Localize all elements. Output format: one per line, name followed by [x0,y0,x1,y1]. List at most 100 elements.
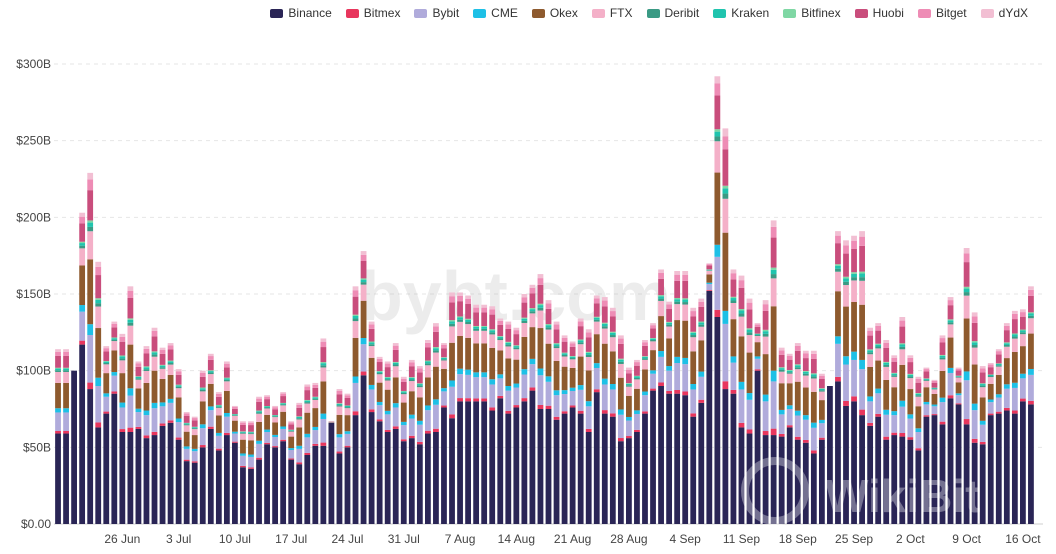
bar-segment-binance [272,447,279,524]
bar-segment-bitfinex [738,309,745,311]
legend-item-binance[interactable]: Binance [270,6,332,20]
legend-item-bybit[interactable]: Bybit [414,6,459,20]
bar-segment-ftx [1020,334,1026,347]
legend-item-bitget[interactable]: Bitget [917,6,967,20]
legend-item-bitmex[interactable]: Bitmex [345,6,400,20]
bar-segment-bybit [489,384,496,408]
bar-segment-binance [1020,401,1026,524]
bar-segment-cme [899,400,906,407]
bar-segment-ftx [304,403,311,413]
bar-segment-dydx [63,349,69,352]
bar-segment-bitmex [497,395,504,399]
bar-segment-bybit [569,390,576,406]
legend-item-okex[interactable]: Okex [531,6,578,20]
bar-segment-huobi [457,301,463,317]
bar-segment-ftx [215,407,222,416]
bar-61 [545,300,552,524]
legend-item-dydx[interactable]: dYdX [980,6,1028,20]
bar-segment-bitget [497,320,504,325]
bar-segment-huobi [111,327,118,338]
bar-segment-cme [215,432,222,436]
bar-segment-cme [754,356,761,359]
bar-segment-kraken [320,363,327,366]
bar-segment-bybit [79,311,86,341]
bar-113 [963,248,970,524]
bar-segment-bybit [505,390,512,411]
bar-segment-bitfinex [537,303,544,306]
bar-segment-deribit [481,328,488,331]
bar-segment-okex [232,420,238,432]
bar-segment-bitmex [296,462,303,465]
bar-segment-ftx [794,369,801,382]
bar-segment-okex [553,360,560,391]
bar-segment-deribit [135,378,142,380]
bar-segment-okex [802,387,809,416]
bar-segment-huobi [312,387,319,397]
bar-segment-ftx [119,360,126,374]
bar-segment-huobi [843,253,849,277]
bar-segment-huobi [835,243,841,265]
bar-segment-binance [1003,410,1010,524]
bar-segment-deribit [175,386,182,389]
bar-segment-deribit [352,318,359,322]
bar-segment-bybit [553,395,560,417]
bar-58 [521,294,528,524]
legend-item-kraken[interactable]: Kraken [713,6,769,20]
bar-segment-deribit [433,350,439,353]
bar-25 [256,396,262,524]
legend-item-ftx[interactable]: FTX [591,6,633,20]
bar-segment-kraken [537,305,544,308]
bar-segment-ftx [272,417,279,423]
bar-segment-binance [883,439,890,524]
bar-segment-kraken [553,344,560,347]
bar-52 [473,304,480,524]
bar-44 [408,359,415,524]
bar-segment-bitfinex [995,363,1002,365]
bar-segment-dydx [416,366,423,369]
bar-segment-bybit [810,427,817,451]
bar-segment-bybit [457,374,463,399]
bar-segment-bitmex [642,411,648,414]
bar-segment-huobi [425,347,431,361]
bar-segment-bybit [714,256,721,310]
bar-segment-bitmex [368,409,375,413]
legend-item-cme[interactable]: CME [473,6,518,20]
bar-segment-deribit [119,358,126,361]
bar-segment-binance [529,390,536,524]
bar-segment-okex [392,377,399,404]
bar-segment-kraken [392,362,399,365]
bar-segment-okex [55,382,61,409]
bar-segment-huobi [240,424,246,432]
bar-segment-okex [770,306,777,371]
legend-item-deribit[interactable]: Deribit [646,6,699,20]
bar-segment-bitmex [786,425,793,428]
bar-segment-kraken [609,332,616,336]
bar-segment-bitget [368,324,375,329]
bar-segment-deribit [167,363,174,365]
bar-segment-bitmex [714,309,721,317]
bar-segment-huobi [810,358,817,374]
bar-segment-okex [875,360,882,389]
x-tick-label: 4 Sep [670,532,702,546]
bar-segment-bitmex [883,436,890,440]
bar-segment-huobi [400,381,407,391]
bar-segment-cme [931,404,938,407]
bar-segment-bybit [770,381,777,429]
bar-segment-bitmex [851,396,857,402]
bar-segment-okex [248,440,254,455]
bar-14 [167,343,174,524]
bar-segment-cme [513,383,520,388]
bar-segment-kraken [280,403,287,405]
bar-segment-kraken [119,356,126,359]
legend-item-bitfinex[interactable]: Bitfinex [783,6,841,20]
bar-segment-bitget [690,311,697,317]
legend-item-huobi[interactable]: Huobi [854,6,904,20]
bar-segment-bitmex [272,446,279,448]
bar-segment-bitmex [762,431,769,436]
bar-segment-dydx [256,396,262,399]
bar-segment-deribit [947,322,954,325]
bar-segment-bitmex [875,413,882,417]
bar-segment-kraken [256,411,262,413]
bar-segment-bitfinex [215,404,222,406]
bar-segment-bitget [513,330,520,335]
